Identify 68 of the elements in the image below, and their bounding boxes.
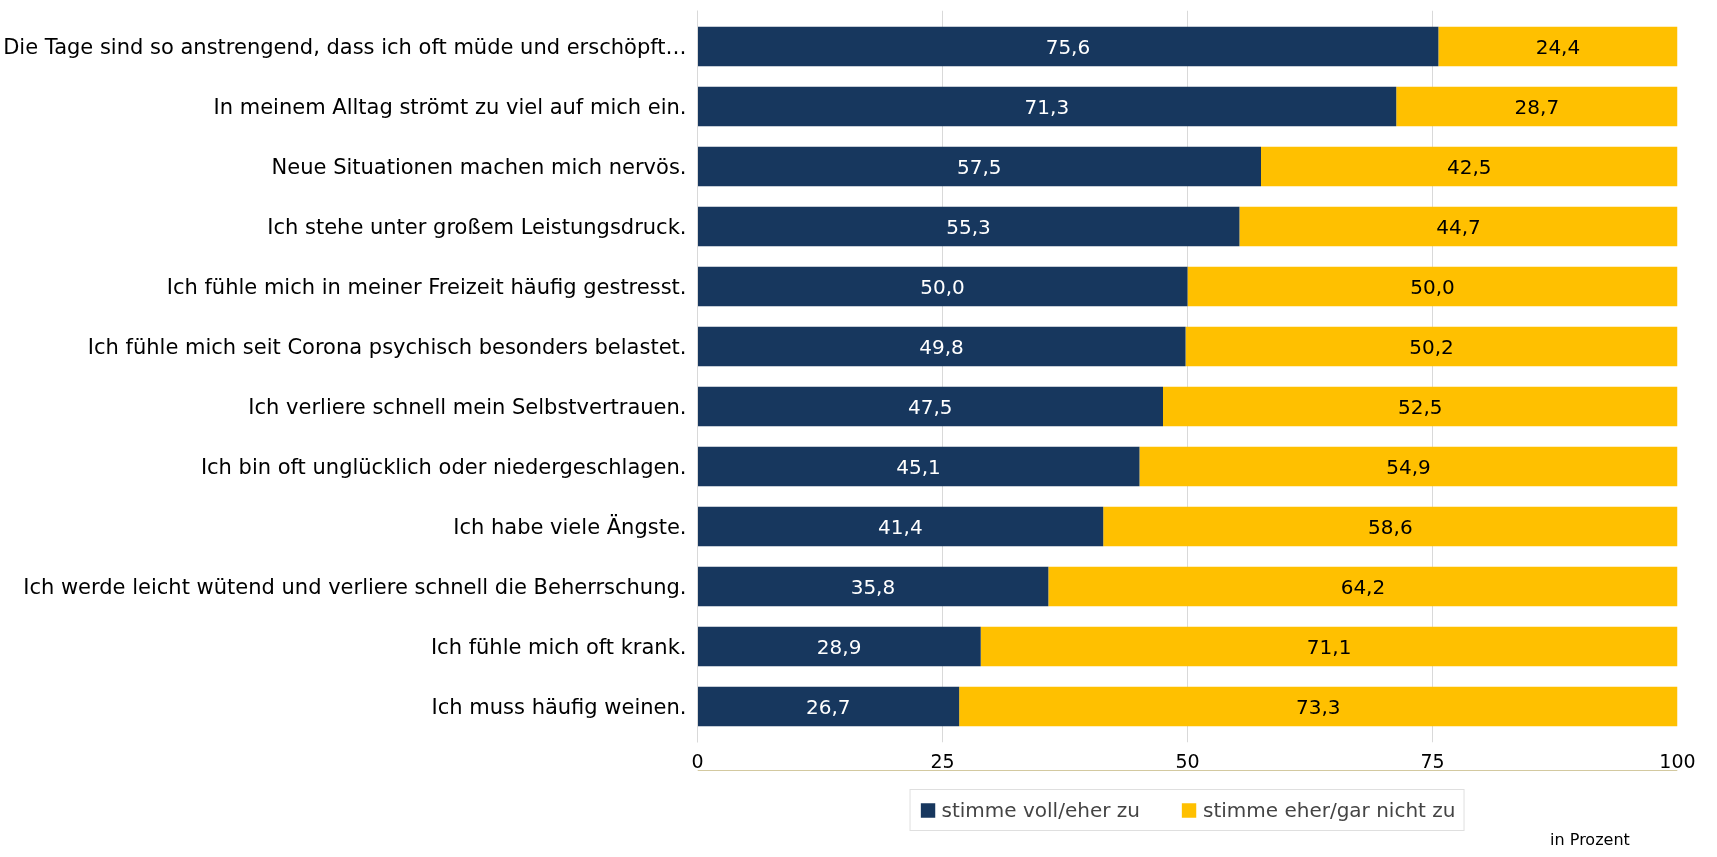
y-tick-label: Neue Situationen machen mich nervös. bbox=[271, 154, 687, 179]
y-tick-label: Ich muss häufig weinen. bbox=[431, 694, 687, 719]
bar bbox=[697, 146, 1261, 187]
bar bbox=[1187, 266, 1678, 307]
bar bbox=[697, 686, 960, 727]
data-label: 24,4 bbox=[1535, 34, 1581, 59]
y-tick-label: Ich fühle mich oft krank. bbox=[430, 634, 687, 659]
text: in Prozent bbox=[1550, 829, 1630, 849]
data-label: 44,7 bbox=[1436, 214, 1481, 239]
bar bbox=[1261, 146, 1678, 187]
x-tick-label: 0 bbox=[691, 749, 704, 772]
x-tick-label: 100 bbox=[1659, 749, 1696, 772]
data-label: 50,0 bbox=[1410, 274, 1455, 299]
bar bbox=[1396, 86, 1678, 127]
data-label: 28,9 bbox=[816, 634, 862, 659]
bar bbox=[1163, 386, 1678, 427]
data-label: 75,6 bbox=[1045, 34, 1091, 59]
bar bbox=[697, 266, 1188, 307]
data-label: 55,3 bbox=[946, 214, 991, 239]
data-label: 71,1 bbox=[1306, 634, 1352, 659]
data-label: 28,7 bbox=[1514, 94, 1560, 119]
y-tick-label: Ich verliere schnell mein Selbstvertrauen. bbox=[248, 394, 687, 419]
data-label: 41,4 bbox=[878, 514, 923, 539]
y-tick-label: Die Tage sind so anstrengend, dass ich oft müde und erschöpft… bbox=[3, 34, 687, 59]
x-tick-label: 75 bbox=[1420, 749, 1445, 772]
data-label: 54,9 bbox=[1386, 454, 1431, 479]
legend-label: stimme eher/gar nicht zu bbox=[1202, 798, 1456, 822]
data-label: 50,0 bbox=[920, 274, 965, 299]
bar bbox=[697, 446, 1140, 487]
bar bbox=[697, 626, 981, 667]
bar bbox=[697, 386, 1163, 427]
bar bbox=[697, 506, 1104, 547]
data-label: 64,2 bbox=[1340, 574, 1386, 599]
bar bbox=[959, 686, 1678, 727]
data-label: 42,5 bbox=[1446, 154, 1492, 179]
legend-label: stimme voll/eher zu bbox=[941, 798, 1140, 822]
data-label: 35,8 bbox=[850, 574, 896, 599]
bar bbox=[1048, 566, 1678, 607]
bar bbox=[697, 566, 1049, 607]
data-label: 26,7 bbox=[806, 694, 851, 719]
data-label: 49,8 bbox=[919, 334, 964, 359]
data-label: 50,2 bbox=[1409, 334, 1454, 359]
data-label: 58,6 bbox=[1368, 514, 1413, 539]
y-tick-label: In meinem Alltag strömt zu viel auf mich ein. bbox=[213, 94, 687, 119]
data-label: 47,5 bbox=[907, 394, 953, 419]
data-label: 52,5 bbox=[1397, 394, 1443, 419]
x-tick-label: 25 bbox=[930, 749, 955, 772]
bar bbox=[1438, 26, 1678, 67]
y-tick-label: Ich bin oft unglücklich oder niedergeschlagen. bbox=[200, 454, 687, 479]
y-tick-label: Ich fühle mich seit Corona psychisch besonders belastet. bbox=[87, 334, 687, 359]
bar bbox=[697, 206, 1240, 247]
bar bbox=[1139, 446, 1678, 487]
bar bbox=[697, 86, 1397, 127]
bar bbox=[1239, 206, 1678, 247]
bar bbox=[980, 626, 1678, 667]
data-label: 73,3 bbox=[1296, 694, 1341, 719]
bar bbox=[697, 326, 1186, 367]
data-label: 71,3 bbox=[1024, 94, 1070, 119]
bar bbox=[1103, 506, 1678, 547]
bar bbox=[1185, 326, 1678, 367]
y-tick-label: Ich habe viele Ängste. bbox=[453, 513, 687, 539]
x-tick-label: 50 bbox=[1175, 749, 1200, 772]
data-label: 45,1 bbox=[896, 454, 941, 479]
bar bbox=[697, 26, 1439, 67]
y-tick-label: Ich fühle mich in meiner Freizeit häufig gestresst. bbox=[166, 274, 687, 299]
y-tick-label: Ich werde leicht wütend und verliere schnell die Beherrschung. bbox=[23, 574, 687, 599]
y-tick-label: Ich stehe unter großem Leistungsdruck. bbox=[267, 214, 687, 239]
data-label: 57,5 bbox=[956, 154, 1002, 179]
